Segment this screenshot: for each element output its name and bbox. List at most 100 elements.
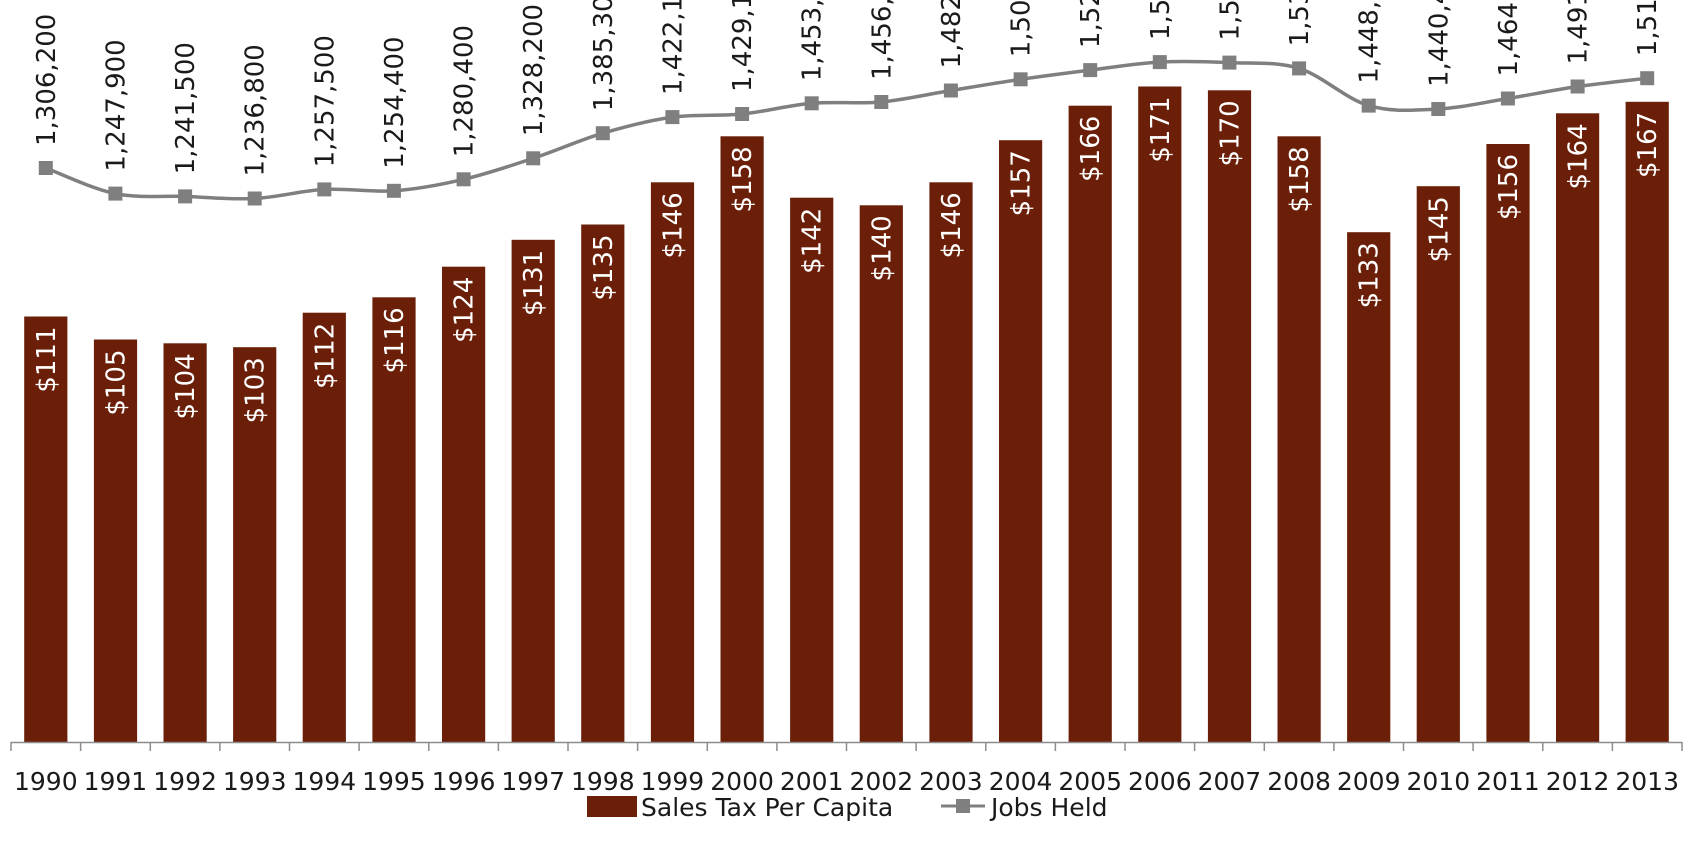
- jobs-held-label-2001: 1,453,400: [798, 0, 828, 81]
- bar-value-label-1991: $105: [101, 350, 131, 416]
- jobs-held-point-2004: [1013, 72, 1028, 87]
- x-tick-label-1992: 1992: [153, 767, 217, 796]
- bar-value-label-1993: $103: [241, 357, 271, 423]
- bar-2002: [859, 205, 903, 743]
- x-tick-label-1999: 1999: [641, 767, 705, 796]
- x-tick-label-2012: 2012: [1546, 767, 1610, 796]
- x-tick-label-2005: 2005: [1058, 767, 1122, 796]
- jobs-held-point-1994: [317, 182, 332, 197]
- jobs-held-label-2005: 1,529,000: [1076, 0, 1106, 48]
- bar-value-label-2013: $167: [1633, 112, 1663, 178]
- jobs-held-point-2005: [1083, 63, 1098, 78]
- bar-1994: [302, 312, 346, 742]
- bar-value-label-2000: $158: [728, 146, 758, 212]
- jobs-held-point-2007: [1222, 55, 1237, 70]
- jobs-held-label-1999: 1,422,100: [658, 0, 688, 95]
- bar-2010: [1416, 186, 1460, 742]
- line-layer: 1,306,200 1,247,900 1,241,500 1,236,800 1,25…: [32, 0, 1663, 206]
- jobs-held-point-2009: [1361, 98, 1376, 113]
- x-tick-label-1994: 1994: [292, 767, 356, 796]
- x-tick-label-2003: 2003: [919, 767, 983, 796]
- jobs-held-label-2000: 1,429,100: [728, 0, 758, 92]
- x-tick-label-2013: 2013: [1615, 767, 1679, 796]
- jobs-held-label-2013: 1,510,600: [1633, 0, 1663, 56]
- x-tick-label-1991: 1991: [84, 767, 148, 796]
- jobs-held-point-1997: [526, 151, 541, 166]
- bar-1999: [650, 182, 695, 743]
- jobs-held-point-1992: [178, 189, 193, 204]
- jobs-held-label-1992: 1,241,500: [171, 42, 201, 174]
- jobs-held-label-2007: 1,546,000: [1215, 0, 1245, 41]
- x-tick-label-1990: 1990: [14, 767, 78, 796]
- x-tick-label-2009: 2009: [1337, 767, 1401, 796]
- jobs-held-label-2006: 1,547,300: [1146, 0, 1176, 40]
- bar-value-label-2008: $158: [1285, 146, 1315, 212]
- bar-value-label-1999: $146: [658, 192, 688, 258]
- bar-2003: [929, 182, 973, 743]
- bar-2008: [1277, 136, 1321, 743]
- jobs-held-label-1996: 1,280,400: [450, 25, 480, 157]
- jobs-held-label-2012: 1,491,600: [1564, 0, 1594, 65]
- jobs-held-point-2011: [1500, 91, 1515, 106]
- x-tick-label-2001: 2001: [780, 767, 844, 796]
- legend-marker-jobs-held: [956, 799, 970, 813]
- jobs-held-label-1993: 1,236,800: [241, 44, 271, 176]
- bar-value-label-1996: $124: [450, 277, 480, 343]
- jobs-held-point-1990: [38, 161, 53, 175]
- bar-2013: [1625, 101, 1669, 743]
- x-tick-label-1993: 1993: [223, 767, 287, 796]
- jobs-held-point-1996: [456, 172, 471, 187]
- jobs-held-label-1994: 1,257,500: [310, 35, 340, 167]
- bar-1995: [372, 297, 416, 742]
- jobs-held-point-2006: [1152, 55, 1167, 70]
- jobs-held-label-1995: 1,254,400: [380, 36, 410, 168]
- jobs-held-point-1993: [247, 191, 262, 206]
- legend-label-jobs-held: Jobs Held: [989, 793, 1108, 822]
- jobs-held-label-2009: 1,448,200: [1355, 0, 1385, 84]
- jobs-held-label-2010: 1,440,400: [1424, 0, 1454, 87]
- bar-value-label-1995: $116: [380, 307, 410, 373]
- x-tick-label-1996: 1996: [432, 767, 496, 796]
- bar-1997: [511, 239, 555, 743]
- bar-2004: [999, 140, 1043, 742]
- jobs-held-label-1991: 1,247,900: [101, 39, 131, 171]
- bar-value-label-2012: $164: [1564, 123, 1594, 189]
- bar-2011: [1486, 144, 1530, 742]
- x-tick-label-2000: 2000: [710, 767, 774, 796]
- jobs-held-label-1997: 1,328,200: [519, 4, 549, 136]
- bar-1998: [581, 224, 625, 742]
- bar-2012: [1556, 113, 1600, 743]
- bar-value-label-2001: $142: [798, 208, 828, 274]
- bar-value-label-2011: $156: [1494, 154, 1524, 220]
- x-tick-label-2008: 2008: [1267, 767, 1331, 796]
- bar-value-label-1998: $135: [589, 235, 619, 301]
- bar-value-label-1994: $112: [310, 323, 340, 389]
- x-tick-label-1997: 1997: [501, 767, 565, 796]
- x-tick-label-1995: 1995: [362, 767, 426, 796]
- x-axis: 1990 1991 1992 1993 1994 1995 1996 1997 1998 1999…: [10, 741, 1683, 796]
- bar-value-label-2004: $157: [1007, 150, 1037, 216]
- x-tick-label-2002: 2002: [849, 767, 913, 796]
- jobs-held-label-2003: 1,482,600: [937, 0, 967, 69]
- x-tick-label-2004: 2004: [989, 767, 1053, 796]
- bar-2001: [790, 197, 834, 742]
- legend-swatch-sales-tax: [587, 796, 637, 817]
- x-tick-label-2010: 2010: [1406, 767, 1470, 796]
- bar-value-label-1997: $131: [519, 250, 549, 316]
- bar-value-label-2006: $171: [1146, 97, 1176, 163]
- jobs-held-label-1990: 1,306,200: [32, 14, 62, 146]
- legend: Sales Tax Per Capita Jobs Held: [587, 793, 1108, 822]
- bar-1992: [163, 343, 207, 742]
- jobs-held-point-2012: [1570, 79, 1585, 94]
- jobs-held-point-2008: [1292, 61, 1307, 76]
- bar-value-label-1990: $111: [32, 327, 62, 393]
- jobs-held-label-2008: 1,532,800: [1285, 0, 1315, 46]
- bar-value-label-2010: $145: [1424, 196, 1454, 262]
- jobs-held-point-1995: [386, 183, 401, 198]
- bar-value-label-2009: $133: [1355, 242, 1385, 308]
- legend-label-sales-tax: Sales Tax Per Capita: [641, 793, 893, 822]
- jobs-held-point-2010: [1431, 102, 1446, 116]
- x-tick-label-1998: 1998: [571, 767, 635, 796]
